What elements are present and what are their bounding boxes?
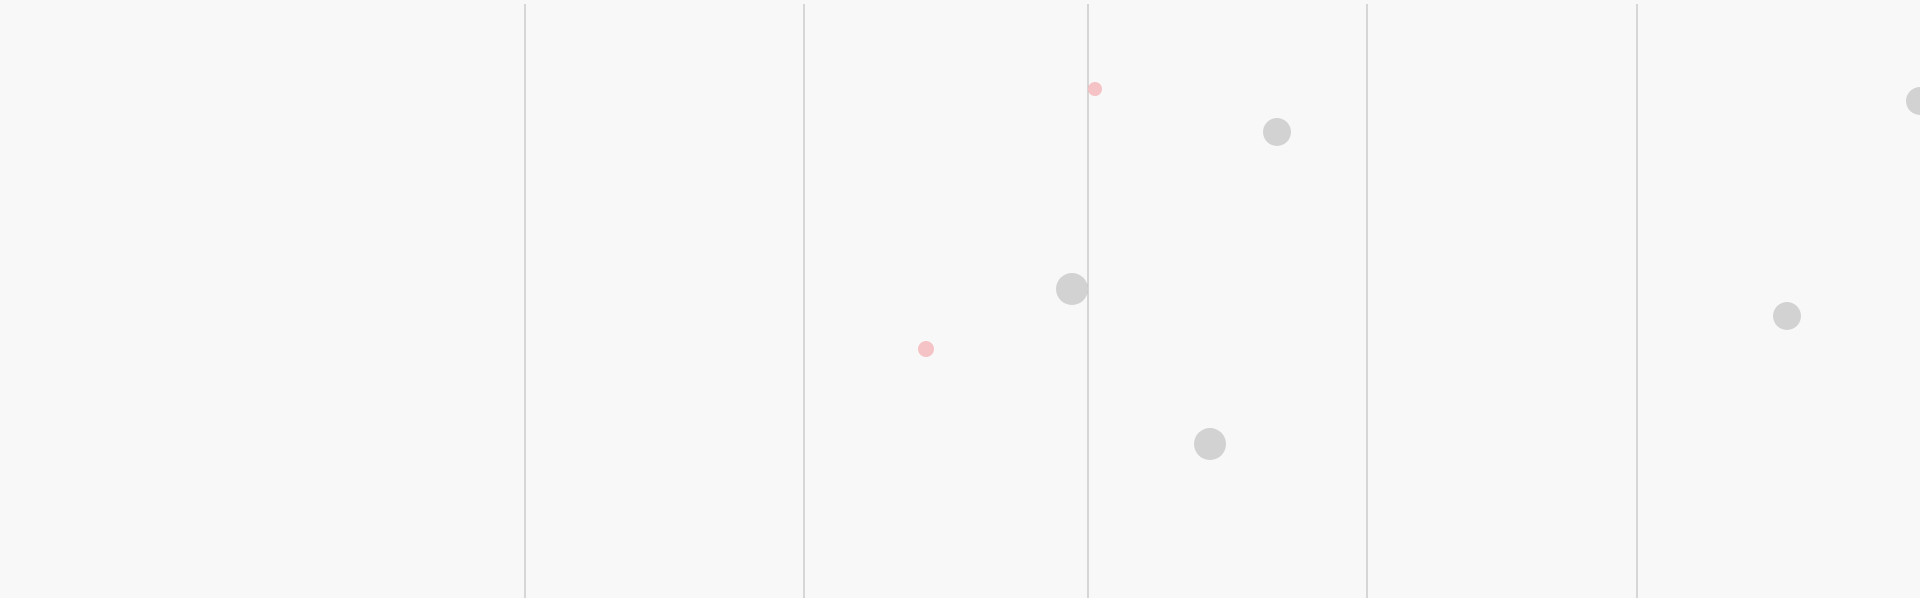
gray-dot [1194,428,1226,460]
pink-dot [1088,82,1102,96]
pink-dot [918,341,934,357]
gray-dot [1056,273,1088,305]
vertical-lines [524,4,1638,598]
gray-dot [1773,302,1801,330]
dots [918,82,1920,460]
gray-dot [1263,118,1291,146]
gray-dot [1906,87,1920,115]
